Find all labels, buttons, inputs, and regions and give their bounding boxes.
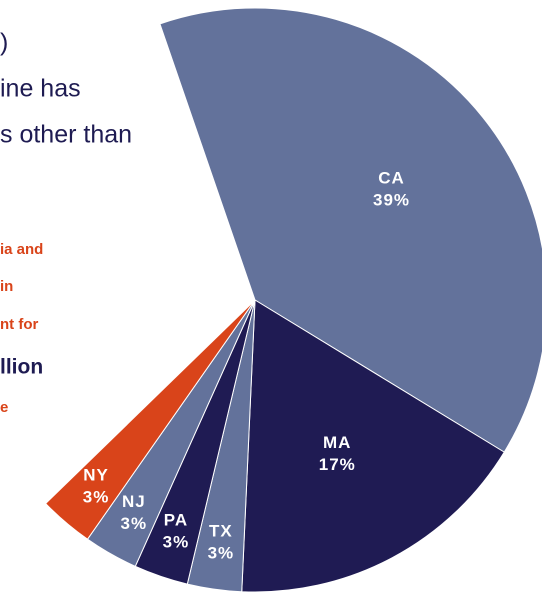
slice-label-value: 39% [373,191,410,210]
slice-label-name: TX [209,521,233,540]
slice-label-name: CA [378,169,405,188]
slice-label-name: PA [164,511,188,530]
text-fragment: llion [0,356,43,379]
slice-label-value: 3% [83,487,110,506]
pie-slice [241,299,505,593]
text-fragments: ) ine has s other than ia and in nt for … [0,29,132,416]
slice-label-name: NJ [122,492,146,511]
slice-label-value: 3% [121,514,148,533]
pie: CA 39% MA 17% TX 3% PA 3% NJ 3% NY 3% [44,7,542,593]
text-fragment: nt for [0,316,38,333]
text-fragment: ia and [0,241,43,258]
pie-slice [44,299,256,540]
text-fragment: e [0,399,8,416]
text-fragment: in [0,278,13,295]
slice-label-name: NY [83,465,109,484]
text-fragment: ine has [0,75,81,103]
slice-label-name: MA [323,433,351,452]
text-fragment: s other than [0,121,132,149]
slice-label-value: 3% [208,543,235,562]
slice-label-value: 17% [319,455,356,474]
text-fragment: ) [0,29,8,57]
slice-label-value: 3% [163,533,190,552]
pie-slice [159,7,542,453]
